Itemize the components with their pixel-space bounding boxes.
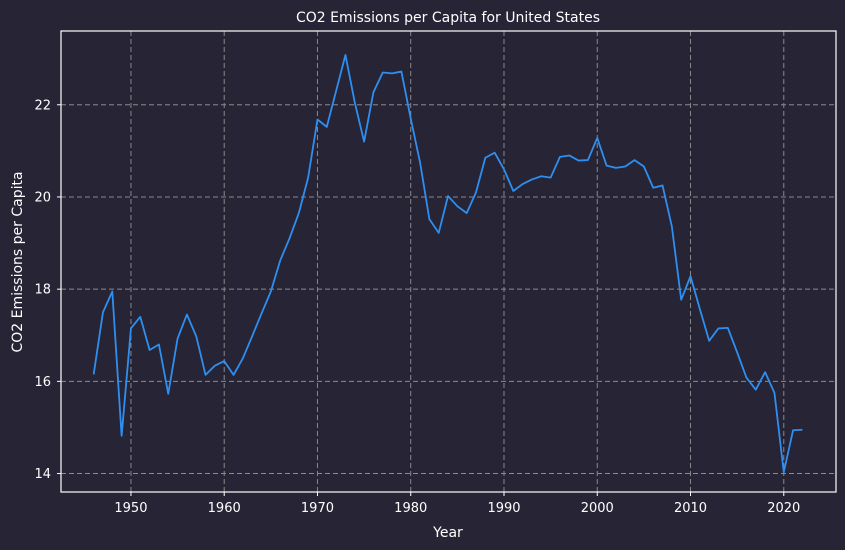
- x-tick-label: 2010: [674, 501, 707, 516]
- y-tick-label: 16: [34, 375, 51, 390]
- x-tick-label: 1950: [114, 501, 147, 516]
- y-axis-label: CO2 Emissions per Capita: [10, 171, 26, 352]
- chart-title: CO2 Emissions per Capita for United Stat…: [296, 10, 600, 26]
- x-axis-label: Year: [432, 525, 463, 541]
- series-line: [92, 54, 803, 474]
- grid-lines: [61, 31, 836, 492]
- x-tick-label: 1980: [394, 501, 427, 516]
- series-layer: [92, 54, 803, 474]
- y-tick-label: 14: [34, 467, 51, 482]
- y-axis-ticks: 14 16 18 20 22: [34, 98, 61, 482]
- x-axis-ticks: 1950 1960 1970 1980 1990 2000 2010 2020: [114, 492, 800, 516]
- y-tick-label: 18: [34, 283, 51, 298]
- x-tick-label: 2000: [581, 501, 614, 516]
- y-tick-label: 20: [34, 190, 51, 205]
- x-tick-label: 1960: [208, 501, 241, 516]
- plot-frame: [60, 30, 837, 493]
- x-tick-label: 1990: [487, 501, 520, 516]
- x-tick-label: 2020: [767, 501, 800, 516]
- x-tick-label: 1970: [301, 501, 334, 516]
- y-tick-label: 22: [34, 98, 51, 113]
